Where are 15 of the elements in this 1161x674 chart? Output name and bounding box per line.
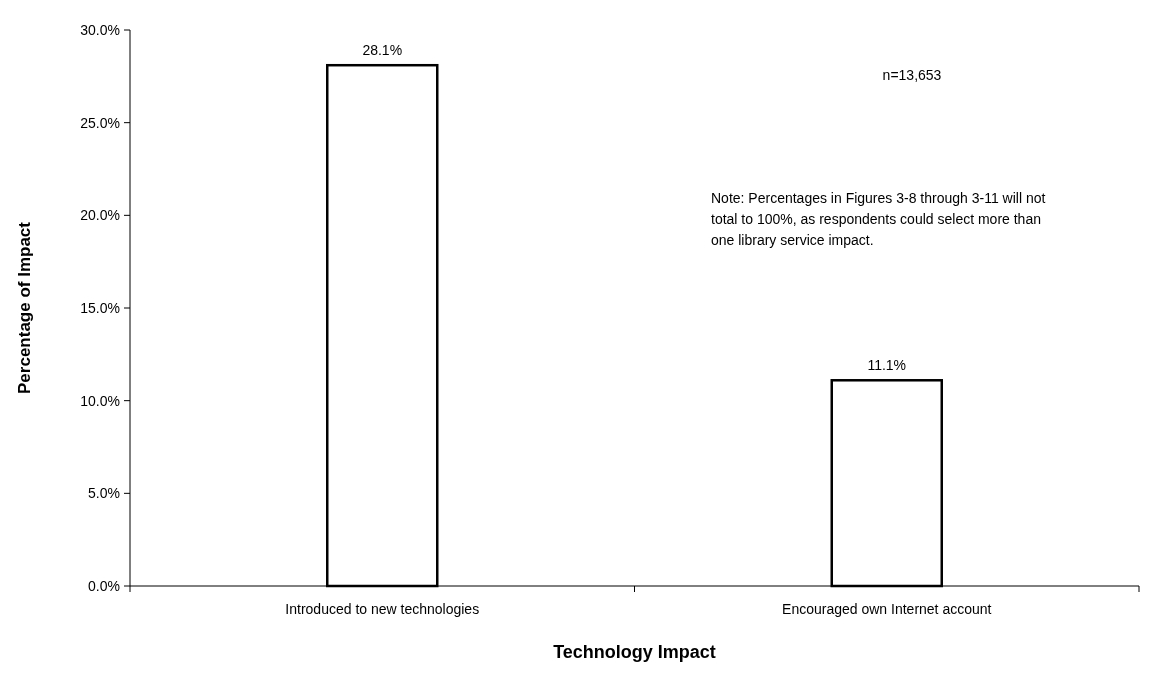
y-tick-label: 15.0% [80,299,120,316]
data-label: 28.1% [362,42,403,59]
y-tick-label: 10.0% [80,392,120,409]
y-tick-label: 30.0% [80,21,120,38]
x-tick-label: Introduced to new technologies [285,601,480,617]
x-axis-title: Technology Impact [553,642,716,662]
y-tick-label: 25.0% [80,114,120,131]
x-tick-label: Encouraged own Internet account [782,601,992,617]
annotation: n=13,653 [882,67,942,83]
y-axis-title: Percentage of Impact [15,221,34,394]
y-tick-label: 5.0% [88,485,120,502]
y-tick-label: 0.0% [88,577,120,594]
y-tick-label: 20.0% [80,207,120,224]
annotation: Note: Percentages in Figures 3-8 through 3-11 will not total to 100%, as respondents could select more than one library service impact. [711,190,1046,248]
data-label: 11.1% [867,357,907,374]
